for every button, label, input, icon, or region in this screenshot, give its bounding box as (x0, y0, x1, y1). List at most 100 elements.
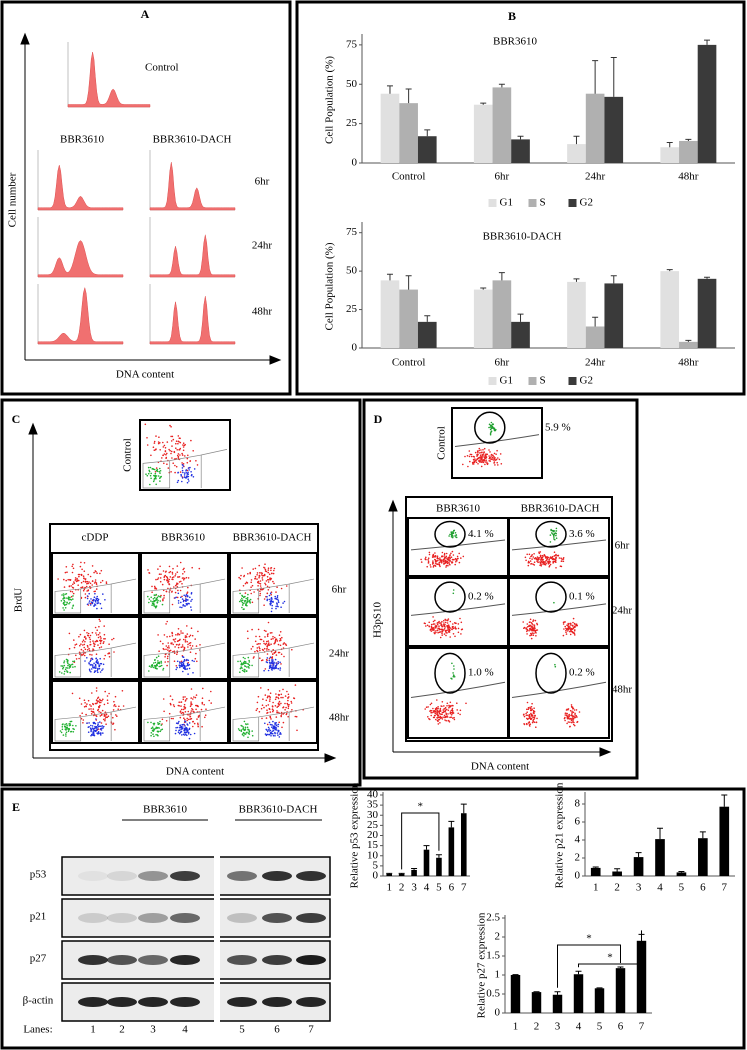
flow-dot (259, 590, 261, 592)
flow-dot (265, 570, 268, 573)
flow-dot (240, 729, 243, 731)
flow-dot (69, 720, 72, 723)
flow-dot (92, 710, 94, 713)
flow-dot (183, 571, 186, 573)
flow-dot (441, 620, 443, 623)
flow-dot (453, 676, 456, 678)
flow-dot (259, 638, 262, 641)
flow-dot (256, 707, 259, 710)
flow-dot (154, 661, 157, 664)
flow-dot (441, 711, 444, 714)
flow-dot (104, 719, 106, 722)
flow-dot (533, 721, 536, 723)
flow-dot (83, 643, 86, 646)
flow-dot (529, 618, 532, 621)
flow-dot (564, 712, 567, 714)
flow-dot (498, 458, 501, 461)
flow-dot (86, 722, 88, 724)
flow-dot (499, 453, 502, 455)
flow-dot (153, 735, 155, 738)
flow-dot (263, 598, 266, 600)
flow-dot (490, 455, 492, 457)
flow-dot (65, 723, 68, 725)
flow-dot (450, 552, 452, 555)
flow-dot (248, 733, 251, 735)
flow-dot (475, 459, 478, 461)
flow-dot (101, 579, 104, 582)
flow-dot (533, 632, 535, 635)
flow-dot (84, 660, 86, 662)
flow-dot (435, 631, 437, 634)
flow-dot (457, 712, 460, 715)
flow-dot (155, 599, 157, 602)
flow-dot (184, 725, 186, 727)
flow-dot (488, 460, 491, 462)
flow-dot (62, 595, 65, 597)
x-tick-label: 4 (657, 882, 663, 894)
bar (697, 44, 717, 163)
flow-dot (184, 636, 187, 639)
flow-dot (451, 662, 453, 665)
flow-dot (157, 577, 160, 579)
flow-dot (256, 574, 258, 576)
flow-dot (277, 693, 280, 696)
flow-dot (174, 575, 176, 577)
flow-dot (267, 567, 270, 569)
flow-dot (554, 554, 556, 557)
gate (143, 642, 226, 678)
flow-dot (543, 554, 546, 557)
flow-dot (99, 572, 101, 575)
flow-dot (189, 642, 192, 644)
flow-dot (526, 711, 528, 713)
flow-dot (529, 634, 531, 637)
flow-dot (250, 586, 252, 588)
flow-dot (279, 631, 282, 633)
flow-dot (101, 725, 104, 727)
flow-dot (430, 566, 432, 568)
flow-dot (287, 707, 290, 710)
flow-dot (277, 598, 279, 601)
flow-dot (551, 529, 554, 532)
flow-dot (99, 620, 101, 622)
flow-dot (88, 722, 90, 724)
gate (54, 706, 137, 742)
flow-dot (282, 647, 285, 649)
bar (510, 975, 521, 1013)
flow-dot (185, 635, 187, 637)
flow-dot (254, 640, 257, 643)
flow-dot (270, 569, 272, 572)
flow-dot (175, 440, 178, 443)
flow-dot (571, 706, 573, 708)
flow-dot (183, 665, 185, 667)
flow-dot (576, 721, 578, 723)
flow-dot (443, 622, 445, 624)
legend-label: S (540, 197, 546, 209)
legend-swatch (488, 199, 497, 207)
flow-dot (148, 572, 150, 574)
flow-dot (82, 580, 85, 583)
flow-dot (254, 567, 257, 570)
flow-dot (274, 641, 276, 644)
flow-dot (93, 734, 96, 737)
flow-dot (79, 633, 82, 636)
flow-dot (162, 598, 164, 600)
band (227, 997, 257, 1007)
flow-dot (162, 698, 165, 700)
flow-dot (186, 457, 189, 460)
flow-dot (182, 670, 184, 673)
flow-dot (265, 658, 268, 661)
flow-plot (139, 419, 231, 491)
flow-dot (60, 731, 63, 734)
flow-dot (494, 459, 497, 462)
flow-dot (95, 702, 97, 705)
flow-dot (272, 720, 274, 723)
flow-dot (90, 724, 92, 727)
lanes-label: Lanes: (23, 1024, 52, 1036)
flow-dot (573, 716, 575, 718)
flow-dot (450, 536, 453, 538)
flow-dot (180, 728, 182, 731)
flow-dot (75, 654, 77, 657)
flow-dot (534, 619, 537, 622)
flow-dot (69, 671, 71, 674)
flow-dot (168, 448, 170, 451)
